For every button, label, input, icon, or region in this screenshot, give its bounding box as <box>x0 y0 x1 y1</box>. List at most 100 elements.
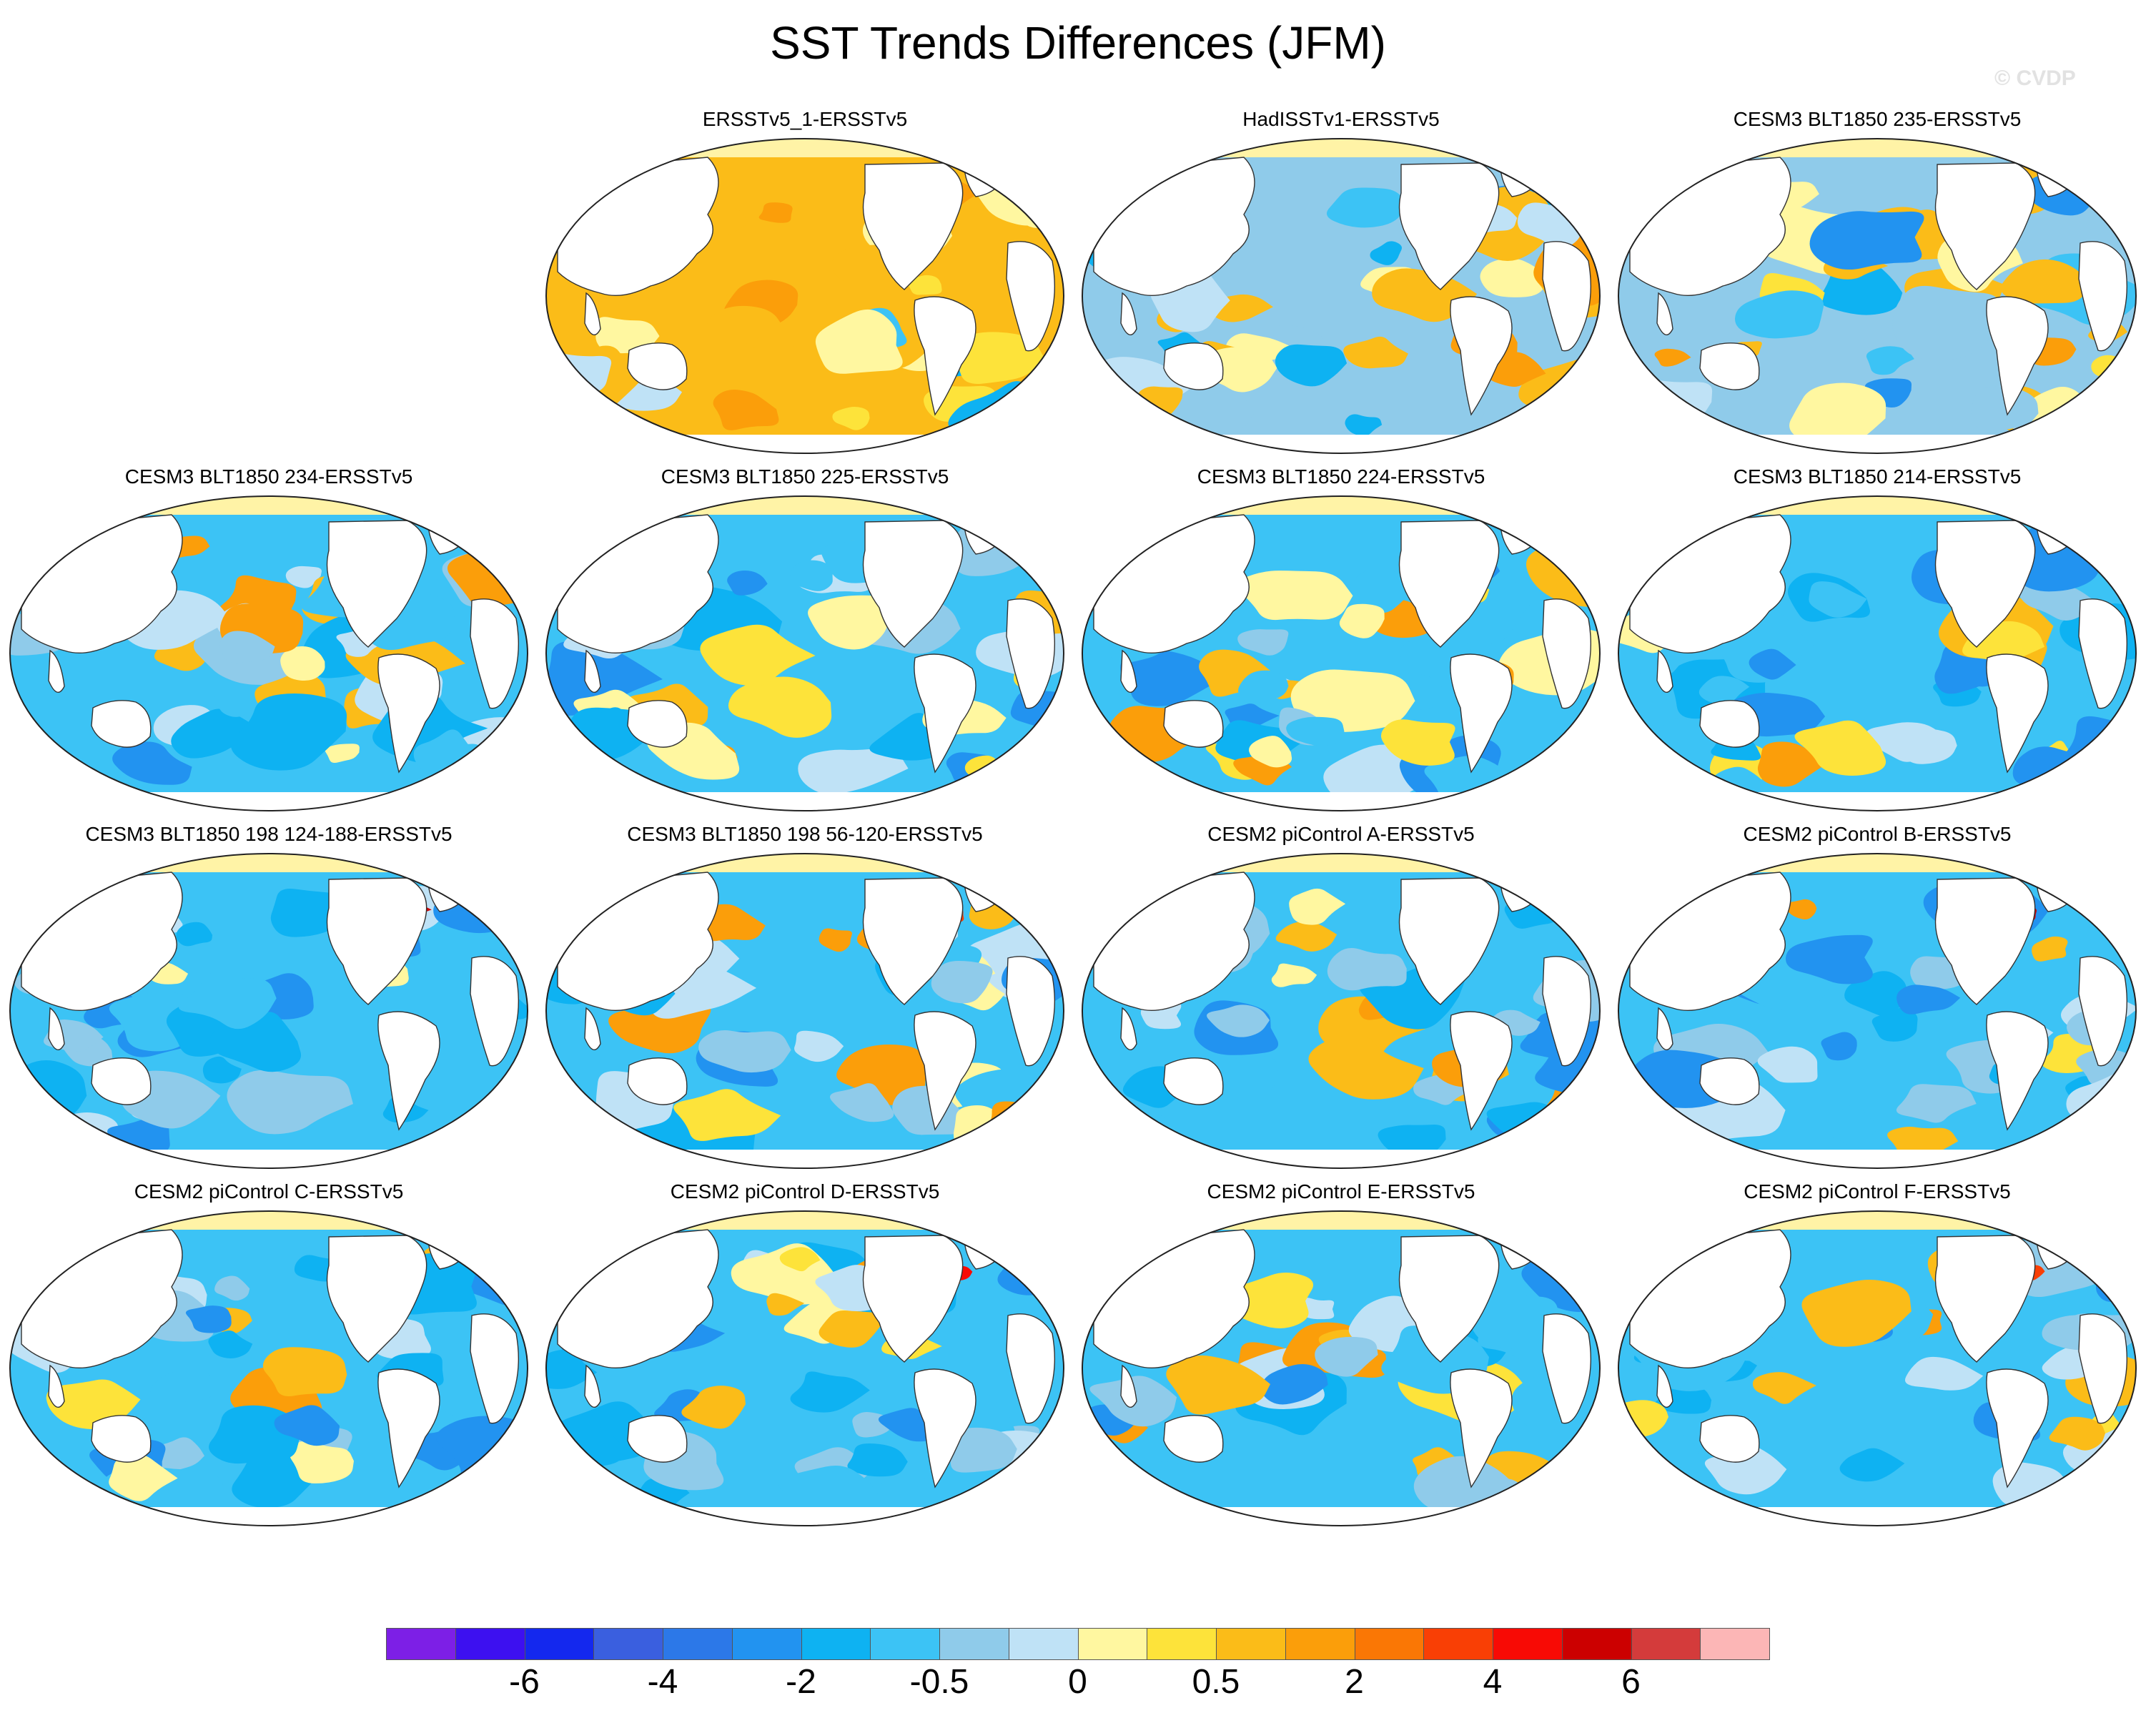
australia-landmass <box>91 1415 152 1463</box>
anomaly-contour <box>1323 744 1427 806</box>
figure-title: SST Trends Differences (JFM) <box>770 17 1386 69</box>
colorbar-swatch <box>1561 1628 1632 1660</box>
anomaly-contour <box>2096 1090 2133 1112</box>
map-panel: HadISSTv1-ERSSTv5 <box>1072 107 1610 465</box>
map-panel: CESM3 BLT1850 235-ERSSTv5 <box>1608 107 2146 465</box>
africa-landmass <box>2078 241 2128 352</box>
anomaly-contour <box>1480 258 1549 297</box>
anomaly-contour <box>2085 743 2136 788</box>
panel-title: CESM3 BLT1850 224-ERSSTv5 <box>1197 465 1485 488</box>
australia-landmass <box>1699 700 1760 748</box>
india-landmass <box>48 649 65 693</box>
colorbar-tick-label: 2 <box>1345 1663 1364 1701</box>
anomaly-contour <box>1902 728 1957 764</box>
anomaly-contour <box>546 1350 598 1389</box>
map-outline <box>1618 138 2137 454</box>
sst-trend-map <box>1082 1210 1601 1526</box>
india-landmass <box>1120 1007 1137 1050</box>
anomaly-contour <box>1654 348 1691 367</box>
north-america-landmass <box>1934 877 2036 1005</box>
sst-trend-map <box>1618 853 2137 1169</box>
south-america-landmass <box>1986 653 2049 774</box>
anomaly-contour <box>847 1443 908 1477</box>
colorbar-tick-label: -6 <box>509 1663 540 1701</box>
map-panel: CESM3 BLT1850 214-ERSSTv5 <box>1608 465 2146 822</box>
panel-title: CESM3 BLT1850 214-ERSSTv5 <box>1733 465 2022 488</box>
australia-landmass <box>1163 342 1224 390</box>
anomaly-contour <box>608 1003 711 1054</box>
panel-title: CESM2 piControl D-ERSSTv5 <box>670 1180 940 1203</box>
map-panel: ERSSTv5_1-ERSSTv5 <box>536 107 1074 465</box>
panel-title: CESM3 BLT1850 235-ERSSTv5 <box>1733 108 2022 130</box>
colorbar-swatch <box>455 1628 525 1660</box>
colorbar-swatch <box>1008 1628 1079 1660</box>
anomaly-contour <box>274 1405 340 1446</box>
north-america-landmass <box>326 1235 427 1363</box>
map-outline <box>545 495 1064 811</box>
anomaly-contour <box>202 1056 242 1084</box>
anomaly-contour <box>325 744 360 764</box>
colorbar-tick-label: -2 <box>786 1663 816 1701</box>
anomaly-contour <box>179 977 277 1030</box>
anomaly-contour <box>10 1112 64 1154</box>
north-america-landmass <box>1398 1235 1500 1363</box>
anomaly-contour <box>1789 382 1886 448</box>
panel-title: ERSSTv5_1-ERSSTv5 <box>702 108 908 130</box>
anomaly-contour <box>1809 211 1924 270</box>
anomaly-contour <box>1436 1476 1523 1525</box>
south-america-landmass <box>1986 296 2049 416</box>
anomaly-contour <box>819 928 852 952</box>
anomaly-contour <box>1821 1032 1857 1061</box>
colorbar-swatch <box>1700 1628 1770 1660</box>
colorbar-tick-label: -4 <box>647 1663 678 1701</box>
anomaly-contour <box>698 1030 791 1073</box>
map-panel: CESM2 piControl F-ERSSTv5 <box>1608 1180 2146 1537</box>
anomaly-contour <box>150 1369 213 1402</box>
india-landmass <box>1656 1007 1673 1050</box>
anomaly-contour <box>583 707 649 751</box>
cvdp-watermark: © CVDP <box>1994 66 2076 90</box>
sst-trend-map <box>1082 495 1601 811</box>
south-america-landmass <box>377 1011 440 1131</box>
colorbar-swatch <box>524 1628 595 1660</box>
anomaly-contour <box>713 390 779 430</box>
anomaly-contour <box>1037 400 1064 424</box>
map-panel: CESM3 BLT1850 225-ERSSTv5 <box>536 465 1074 822</box>
anomaly-contour <box>1380 719 1455 766</box>
colorbar-tick-label: -0.5 <box>909 1663 969 1701</box>
africa-landmass <box>2078 956 2128 1067</box>
map-outline <box>1082 495 1601 811</box>
anomaly-contour <box>214 1275 250 1301</box>
north-america-landmass <box>326 520 427 648</box>
sst-trend-map <box>545 853 1064 1169</box>
anomaly-contour <box>262 1347 347 1396</box>
sst-trend-map <box>1618 1210 2137 1526</box>
india-landmass <box>1120 1364 1137 1408</box>
anomaly-contour <box>1249 736 1292 768</box>
anomaly-contour <box>1308 1035 1424 1100</box>
map-outline <box>1618 495 2137 811</box>
australia-landmass <box>1699 342 1760 390</box>
sst-trend-map <box>545 1210 1064 1526</box>
sst-trend-map <box>1618 495 2137 811</box>
india-landmass <box>48 1007 65 1050</box>
colorbar-tick-label: 0.5 <box>1192 1663 1240 1701</box>
anomaly-contour <box>1971 386 2039 433</box>
africa-landmass <box>2078 1313 2128 1424</box>
anomaly-contour <box>727 570 768 596</box>
colorbar-swatch <box>801 1628 871 1660</box>
sst-trend-map <box>9 853 528 1169</box>
anomaly-contour <box>931 961 993 1004</box>
australia-landmass <box>627 342 688 390</box>
south-america-landmass <box>377 653 440 774</box>
australia-landmass <box>1699 1057 1760 1105</box>
anomaly-contour <box>1839 1448 1905 1482</box>
africa-landmass <box>1542 241 1592 352</box>
map-outline <box>9 853 528 1169</box>
anomaly-contour <box>1166 1355 1270 1415</box>
sst-trend-map <box>9 1210 528 1526</box>
panel-title: CESM3 BLT1850 198 124-188-ERSSTv5 <box>85 823 453 845</box>
north-america-landmass <box>1398 520 1500 648</box>
north-america-landmass <box>862 162 964 290</box>
sst-trend-map <box>9 495 528 811</box>
